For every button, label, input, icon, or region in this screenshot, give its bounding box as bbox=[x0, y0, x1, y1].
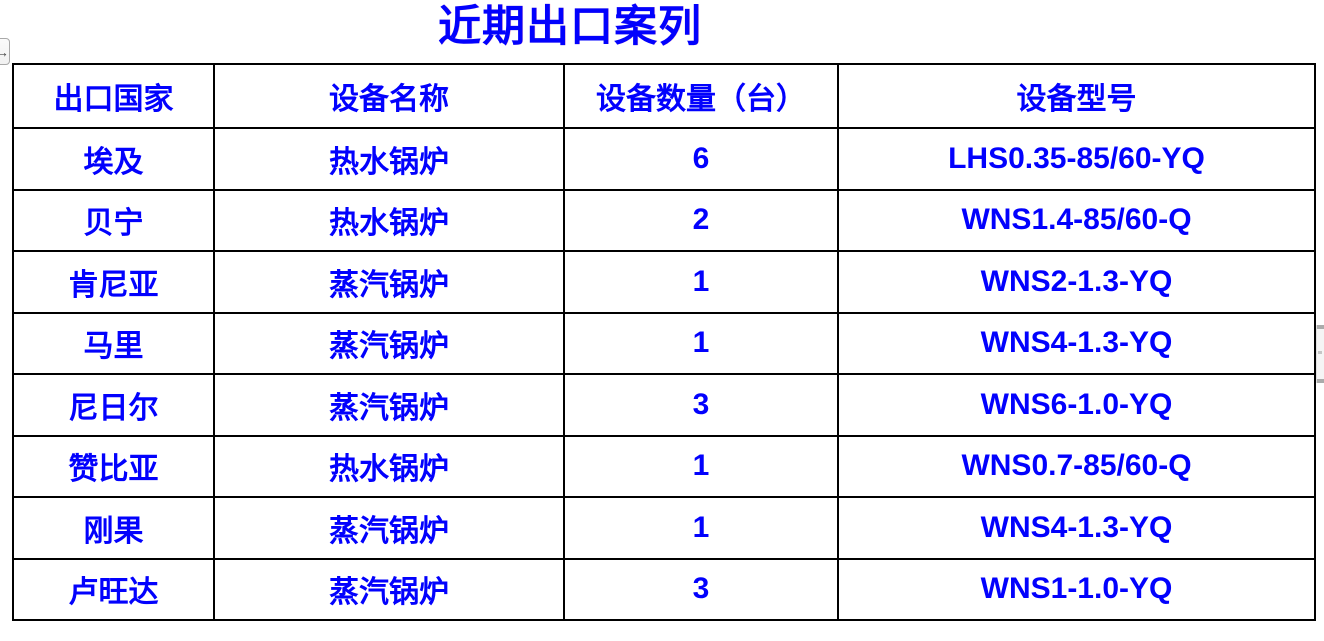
cell-equipment: 蒸汽锅炉 bbox=[213, 557, 565, 621]
cell-quantity: 3 bbox=[563, 373, 839, 437]
table-row: 肯尼亚 蒸汽锅炉 1 WNS2-1.3-YQ bbox=[12, 250, 1316, 314]
column-header-country: 出口国家 bbox=[12, 63, 215, 129]
table-body: 埃及 热水锅炉 6 LHS0.35-85/60-YQ 贝宁 热水锅炉 2 WNS… bbox=[12, 127, 1316, 621]
cell-model: WNS1.4-85/60-Q bbox=[837, 188, 1316, 252]
cell-equipment: 热水锅炉 bbox=[213, 127, 565, 191]
cell-model: WNS1-1.0-YQ bbox=[837, 557, 1316, 621]
cell-quantity: 6 bbox=[563, 127, 839, 191]
cell-quantity: 2 bbox=[563, 188, 839, 252]
title-container: 近期出口案列 bbox=[0, 3, 1140, 51]
cell-country: 刚果 bbox=[12, 496, 215, 560]
table-row: 马里 蒸汽锅炉 1 WNS4-1.3-YQ bbox=[12, 311, 1316, 375]
cell-equipment: 蒸汽锅炉 bbox=[213, 496, 565, 560]
cell-country: 卢旺达 bbox=[12, 557, 215, 621]
cell-country: 肯尼亚 bbox=[12, 250, 215, 314]
cell-quantity: 1 bbox=[563, 496, 839, 560]
arrow-right-icon: → bbox=[0, 43, 9, 60]
cell-equipment: 热水锅炉 bbox=[213, 188, 565, 252]
header-row: 出口国家 设备名称 设备数量（台） 设备型号 bbox=[12, 63, 1316, 129]
page-title: 近期出口案列 bbox=[438, 3, 702, 51]
cell-country: 贝宁 bbox=[12, 188, 215, 252]
column-header-model: 设备型号 bbox=[837, 63, 1316, 129]
cell-equipment: 热水锅炉 bbox=[213, 434, 565, 498]
table-row: 卢旺达 蒸汽锅炉 3 WNS1-1.0-YQ bbox=[12, 557, 1316, 621]
cell-country: 赞比亚 bbox=[12, 434, 215, 498]
cell-model: WNS2-1.3-YQ bbox=[837, 250, 1316, 314]
table-row: 贝宁 热水锅炉 2 WNS1.4-85/60-Q bbox=[12, 188, 1316, 252]
cell-model: WNS0.7-85/60-Q bbox=[837, 434, 1316, 498]
scrollbar-cap-top bbox=[1317, 325, 1324, 329]
cell-quantity: 3 bbox=[563, 557, 839, 621]
cell-quantity: 1 bbox=[563, 250, 839, 314]
cell-country: 尼日尔 bbox=[12, 373, 215, 437]
table-header: 出口国家 设备名称 设备数量（台） 设备型号 bbox=[12, 63, 1316, 129]
cell-equipment: 蒸汽锅炉 bbox=[213, 373, 565, 437]
scroll-right-button[interactable]: → bbox=[0, 38, 10, 65]
cell-country: 马里 bbox=[12, 311, 215, 375]
cell-quantity: 1 bbox=[563, 434, 839, 498]
table-row: 刚果 蒸汽锅炉 1 WNS4-1.3-YQ bbox=[12, 496, 1316, 560]
cell-model: WNS4-1.3-YQ bbox=[837, 311, 1316, 375]
column-header-quantity: 设备数量（台） bbox=[563, 63, 839, 129]
table-row: 赞比亚 热水锅炉 1 WNS0.7-85/60-Q bbox=[12, 434, 1316, 498]
cell-country: 埃及 bbox=[12, 127, 215, 191]
cell-model: WNS6-1.0-YQ bbox=[837, 373, 1316, 437]
scrollbar-grip bbox=[1318, 351, 1322, 354]
export-cases-table: 出口国家 设备名称 设备数量（台） 设备型号 埃及 热水锅炉 6 LHS0.35… bbox=[12, 63, 1316, 621]
column-header-equipment: 设备名称 bbox=[213, 63, 565, 129]
vertical-scrollbar-fragment[interactable] bbox=[1316, 325, 1324, 383]
cell-model: WNS4-1.3-YQ bbox=[837, 496, 1316, 560]
table-row: 埃及 热水锅炉 6 LHS0.35-85/60-YQ bbox=[12, 127, 1316, 191]
scrollbar-cap-bottom bbox=[1317, 379, 1324, 383]
cell-model: LHS0.35-85/60-YQ bbox=[837, 127, 1316, 191]
cell-equipment: 蒸汽锅炉 bbox=[213, 250, 565, 314]
cell-quantity: 1 bbox=[563, 311, 839, 375]
cell-equipment: 蒸汽锅炉 bbox=[213, 311, 565, 375]
table-row: 尼日尔 蒸汽锅炉 3 WNS6-1.0-YQ bbox=[12, 373, 1316, 437]
